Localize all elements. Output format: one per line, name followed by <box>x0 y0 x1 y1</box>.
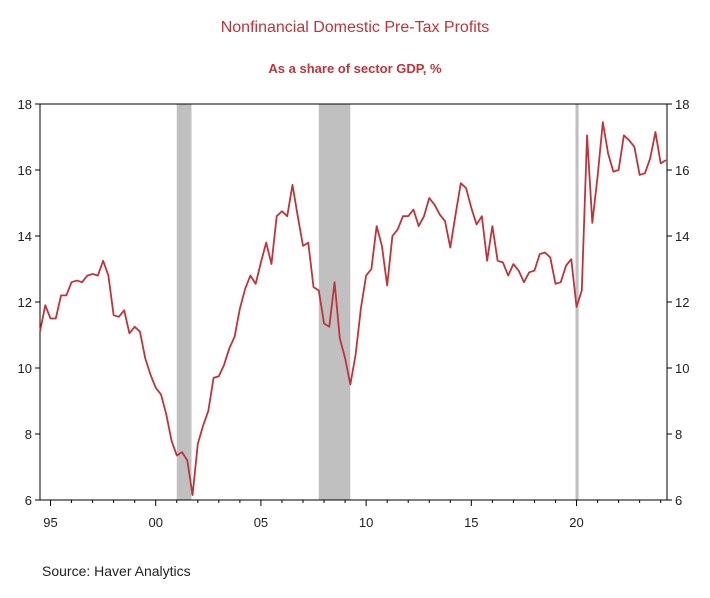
y-tick-label-left: 12 <box>18 295 32 310</box>
y-tick-label-right: 8 <box>675 427 682 442</box>
y-tick-label-right: 16 <box>675 163 689 178</box>
axis-labels: 6 6 8 8 10 10 12 12 14 14 16 16 18 18 95 00 05 10 15 20 <box>18 97 690 530</box>
y-tick-label-left: 6 <box>25 493 32 508</box>
recession-band-2 <box>318 104 351 500</box>
y-tick-label-left: 16 <box>18 163 32 178</box>
recession-band-3 <box>575 104 579 500</box>
y-tick-label-left: 14 <box>18 229 32 244</box>
x-tick-label: 00 <box>148 515 162 530</box>
recession-shading <box>176 104 579 500</box>
y-tick-label-left: 8 <box>25 427 32 442</box>
y-tick-label-left: 10 <box>18 361 32 376</box>
y-tick-label-right: 6 <box>675 493 682 508</box>
x-tick-label: 15 <box>464 515 478 530</box>
y-tick-label-right: 12 <box>675 295 689 310</box>
chart-subtitle: As a share of sector GDP, % <box>268 61 442 76</box>
x-tick-label: 10 <box>359 515 373 530</box>
x-tick-label: 95 <box>43 515 57 530</box>
series-line-pre-tax-profits <box>39 121 667 496</box>
source-note: Source: Haver Analytics <box>42 563 191 579</box>
x-tick-label: 20 <box>569 515 583 530</box>
y-tick-label-right: 10 <box>675 361 689 376</box>
recession-band-1 <box>176 104 192 500</box>
y-tick-label-right: 14 <box>675 229 689 244</box>
x-tick-label: 05 <box>254 515 268 530</box>
y-tick-label-left: 18 <box>18 97 32 112</box>
y-tick-label-right: 18 <box>675 97 689 112</box>
plot-frame <box>39 103 668 501</box>
chart-title: Nonfinancial Domestic Pre-Tax Profits <box>220 19 490 36</box>
axis-ticks <box>35 103 672 506</box>
